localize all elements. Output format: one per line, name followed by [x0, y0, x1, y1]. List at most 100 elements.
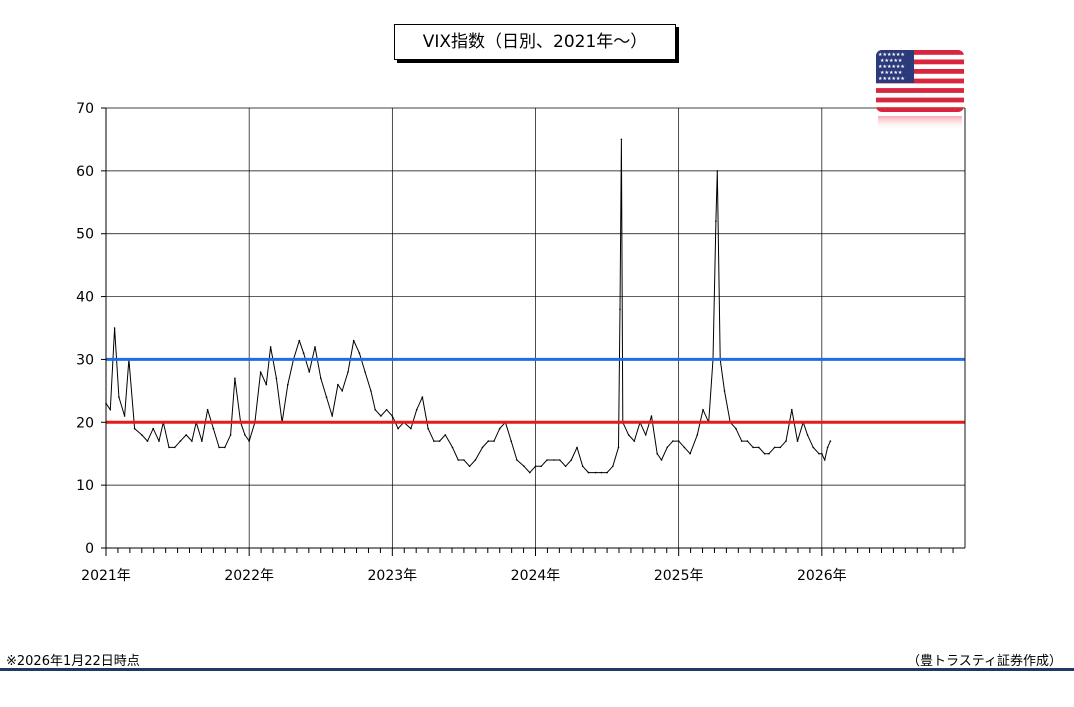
vix-data-point — [752, 446, 754, 449]
vix-data-point — [287, 383, 289, 386]
grid — [106, 107, 966, 548]
y-tick-label: 60 — [76, 164, 94, 180]
vix-data-point — [474, 459, 477, 461]
y-tick-label: 50 — [76, 227, 94, 243]
vix-data-point — [796, 440, 799, 442]
vix-data-point — [785, 440, 787, 442]
vix-data-point — [570, 459, 573, 461]
x-tick-label: 2025年 — [654, 568, 704, 584]
svg-text:★★★★★: ★★★★★ — [880, 58, 903, 64]
vix-data-point — [265, 383, 268, 386]
vix-data-point — [133, 427, 136, 430]
vix-data-point — [746, 440, 749, 442]
y-tick-label: 10 — [76, 478, 94, 494]
vix-data-point — [559, 459, 561, 461]
vix-data-point — [481, 446, 484, 449]
vix-data-point — [553, 459, 555, 461]
vix-data-point — [298, 339, 301, 342]
vix-data-point — [234, 377, 236, 380]
vix-data-point — [206, 408, 209, 411]
vix-data-point — [380, 415, 382, 417]
vix-data-point — [689, 452, 691, 455]
vix-data-point — [320, 377, 322, 380]
vix-data-point — [768, 452, 770, 455]
y-axis-tick-labels: 0 10 20 30 40 50 60 70 — [76, 101, 94, 557]
vix-data-point — [791, 408, 793, 411]
svg-text:★★★★★★: ★★★★★★ — [878, 64, 905, 70]
vix-data-point — [773, 446, 776, 449]
vix-data-point — [325, 396, 328, 398]
vix-data-point — [617, 446, 620, 449]
vix-data-point — [735, 427, 737, 430]
vix-data-point — [523, 465, 525, 468]
us-flag-icon: ★★★★★★ ★★★★★ ★★★★★★ ★★★★★ ★★★★★★ — [876, 50, 964, 130]
vix-data-point — [493, 440, 495, 442]
vix-data-point — [702, 408, 704, 411]
vix-data-point — [347, 371, 349, 373]
vix-data-point — [341, 390, 344, 392]
vix-data-point — [248, 440, 250, 442]
vix-data-point — [716, 170, 719, 172]
vix-data-point — [179, 440, 182, 442]
vix-data-point — [109, 408, 112, 411]
vix-data-point — [587, 471, 590, 474]
vix-data-point — [302, 352, 305, 354]
svg-text:★★★★★★: ★★★★★★ — [878, 52, 905, 58]
vix-data-point — [275, 377, 278, 380]
vix-data-point — [364, 371, 366, 373]
x-tick-label: 2021年 — [81, 568, 131, 584]
vix-data-point — [433, 440, 435, 442]
vix-data-point — [812, 446, 814, 449]
vix-data-point — [666, 446, 668, 449]
vix-data-point — [259, 371, 262, 373]
vix-data-point — [660, 459, 663, 461]
y-tick-label: 70 — [76, 101, 94, 117]
bottom-rule — [0, 668, 1074, 671]
vix-data-point — [113, 327, 116, 329]
x-axis-tick-labels: 2021年 2022年 2023年 2024年 2025年 2026年 — [81, 568, 846, 584]
vix-data-point — [650, 415, 653, 417]
vix-data-point — [576, 446, 578, 449]
vix-data-point — [391, 415, 394, 417]
svg-text:★★★★★: ★★★★★ — [880, 70, 903, 76]
vix-data-point — [415, 408, 418, 411]
vix-data-point — [224, 446, 226, 449]
footnote: ※2026年1月22日時点 — [6, 654, 140, 669]
vix-series-line — [105, 138, 831, 474]
axes — [101, 107, 966, 556]
vix-data-point — [337, 383, 339, 386]
vix-data-point — [118, 396, 120, 398]
vix-data-point — [510, 440, 512, 442]
vix-data-point — [397, 427, 399, 430]
vix-data-point — [826, 446, 829, 449]
vix-data-point — [141, 434, 143, 436]
x-tick-label: 2026年 — [797, 568, 847, 584]
vix-data-point — [314, 346, 316, 348]
vix-data-point — [438, 440, 441, 442]
vix-data-point — [487, 440, 490, 442]
x-tick-label: 2022年 — [224, 568, 274, 584]
vix-data-point — [352, 339, 355, 342]
vix-data-point — [821, 452, 823, 455]
vix-data-point — [229, 434, 232, 436]
source-credit: （豊トラスティ証券作成） — [907, 654, 1062, 669]
vix-data-point — [606, 471, 608, 474]
vix-data-point — [600, 471, 603, 474]
vix-data-point — [644, 434, 647, 436]
vix-data-point — [540, 465, 542, 468]
vix-data-point — [763, 452, 766, 455]
vix-data-point — [633, 440, 636, 442]
vix-data-point — [723, 390, 726, 392]
vix-data-point — [410, 427, 412, 430]
vix-data-point — [374, 408, 377, 411]
vix-data-point — [308, 371, 311, 373]
vix-data-point — [468, 465, 471, 468]
vix-data-point — [779, 446, 782, 449]
vix-data-point — [677, 440, 680, 442]
vix-data-point — [152, 427, 154, 430]
vix-data-point — [529, 471, 531, 474]
vix-data-point — [358, 352, 361, 354]
vix-data-point — [123, 415, 126, 417]
y-tick-label: 0 — [85, 541, 94, 557]
